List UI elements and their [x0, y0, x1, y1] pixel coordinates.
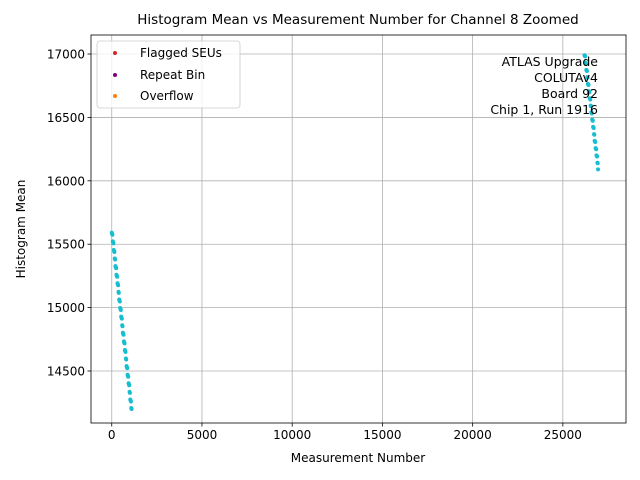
x-tick-label: 0	[108, 428, 116, 442]
data-point	[124, 357, 129, 362]
data-point	[110, 232, 115, 237]
annotation: ATLAS Upgrade COLUTAv4 Board 92 Chip 1, …	[490, 54, 598, 117]
y-tick-label: 15000	[47, 301, 85, 315]
legend-marker-repeat-bin	[113, 73, 117, 77]
data-point	[588, 97, 593, 102]
data-point	[116, 283, 121, 288]
y-tick-label: 14500	[47, 365, 85, 379]
x-axis-ticks: 0 5000 10000 15000 20000 25000	[108, 423, 582, 442]
data-point	[594, 147, 599, 152]
data-point	[117, 299, 122, 304]
x-tick-label: 5000	[187, 428, 218, 442]
x-axis-label: Measurement Number	[291, 451, 425, 465]
legend: Flagged SEUs Repeat Bin Overflow	[96, 40, 241, 109]
annotation-line-4: Chip 1, Run 1916	[490, 102, 598, 117]
data-point	[125, 366, 130, 371]
legend-label-repeat-bin: Repeat Bin	[140, 68, 205, 82]
data-point	[119, 316, 124, 321]
data-point	[591, 126, 596, 131]
data-point	[596, 167, 601, 172]
data-point	[588, 104, 593, 109]
data-point	[115, 274, 120, 279]
data-point	[120, 324, 125, 329]
data-point	[592, 132, 597, 137]
data-point	[584, 61, 589, 66]
legend-marker-flagged-seus	[113, 51, 117, 55]
data-point	[587, 90, 592, 95]
plot-frame	[90, 34, 627, 424]
x-tick-label: 10000	[273, 428, 311, 442]
data-points	[109, 53, 601, 412]
data-point	[116, 290, 121, 295]
data-point	[118, 308, 123, 313]
data-point	[128, 399, 133, 404]
data-point	[586, 82, 591, 87]
data-point	[595, 154, 600, 159]
legend-label-flagged-seus: Flagged SEUs	[140, 46, 222, 60]
data-point	[127, 383, 132, 388]
y-tick-label: 15500	[47, 238, 85, 252]
data-point	[122, 341, 127, 346]
data-point	[584, 68, 589, 73]
legend-marker-overflow	[113, 94, 117, 98]
data-point	[123, 349, 128, 354]
legend-box	[96, 40, 241, 109]
x-tick-label: 15000	[363, 428, 401, 442]
y-tick-label: 16000	[47, 174, 85, 188]
y-tick-label: 17000	[47, 48, 85, 62]
data-point	[595, 161, 600, 166]
data-point	[129, 407, 134, 412]
data-point	[590, 118, 595, 123]
annotation-line-3: Board 92	[541, 86, 598, 101]
data-point	[126, 374, 131, 379]
data-point	[585, 75, 590, 80]
annotation-line-2: COLUTAv4	[534, 70, 598, 85]
data-point	[114, 266, 119, 271]
y-tick-label: 16500	[47, 111, 85, 125]
chart-title: Histogram Mean vs Measurement Number for…	[137, 12, 578, 28]
data-point	[589, 111, 594, 116]
y-axis-ticks: 14500 15000 15500 16000 16500 17000	[47, 48, 91, 379]
data-point	[583, 54, 588, 59]
annotation-line-1: ATLAS Upgrade	[502, 54, 599, 69]
x-tick-label: 25000	[544, 428, 582, 442]
data-point	[127, 390, 132, 395]
data-point	[111, 241, 116, 246]
x-tick-label: 20000	[454, 428, 492, 442]
data-point	[593, 140, 598, 145]
data-point	[121, 332, 126, 337]
y-axis-label: Histogram Mean	[14, 180, 28, 279]
data-point	[112, 249, 117, 254]
legend-label-overflow: Overflow	[140, 89, 194, 103]
data-point	[113, 257, 118, 262]
